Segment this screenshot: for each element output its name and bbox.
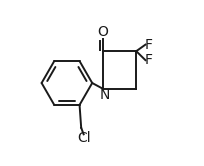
Text: F: F: [145, 53, 153, 67]
Text: N: N: [99, 88, 110, 102]
Text: Cl: Cl: [77, 131, 90, 145]
Text: F: F: [145, 38, 153, 52]
Text: O: O: [97, 25, 108, 39]
